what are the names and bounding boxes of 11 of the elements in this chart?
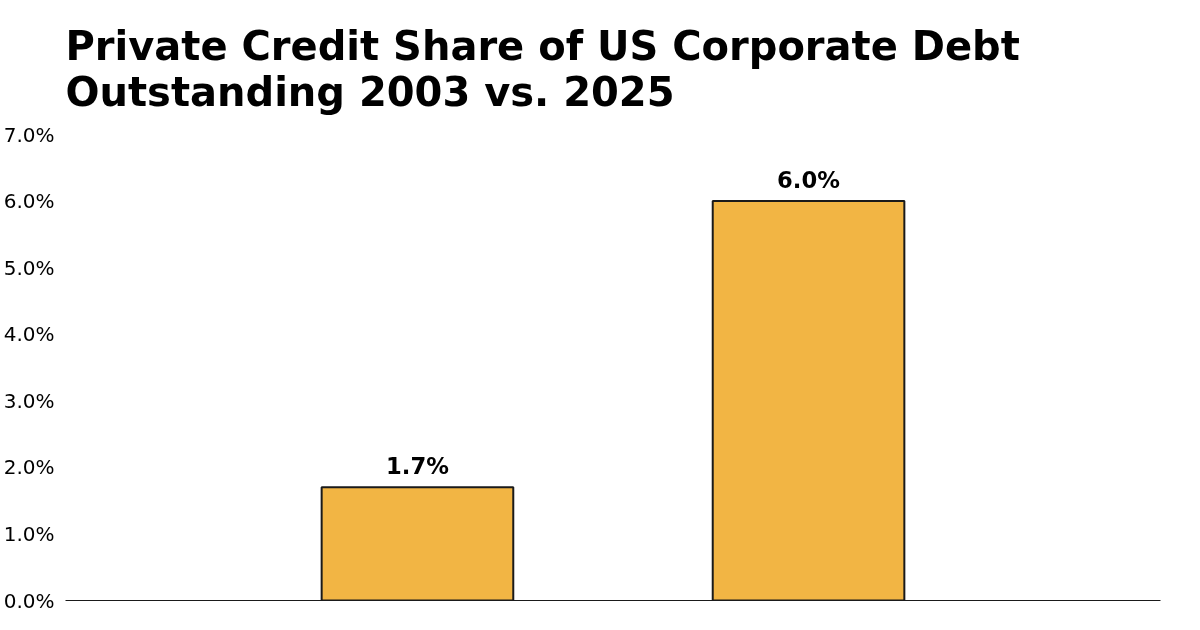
data-label: 6.0%	[777, 167, 840, 194]
y-tick-label: 3.0%	[3, 388, 55, 413]
y-tick-label: 5.0%	[3, 255, 55, 280]
y-tick-label: 0.0%	[3, 588, 55, 613]
y-tick-label: 6.0%	[3, 189, 55, 214]
y-tick-label: 4.0%	[3, 322, 55, 347]
y-tick-label: 7.0%	[3, 122, 55, 147]
y-tick-label: 1.0%	[3, 521, 55, 546]
data-label: 1.7%	[386, 453, 449, 480]
y-tick-label: 2.0%	[3, 455, 55, 480]
chart-title: Private Credit Share of US Corporate Debt Outstanding 2003 vs. 2025	[65, 22, 1020, 115]
